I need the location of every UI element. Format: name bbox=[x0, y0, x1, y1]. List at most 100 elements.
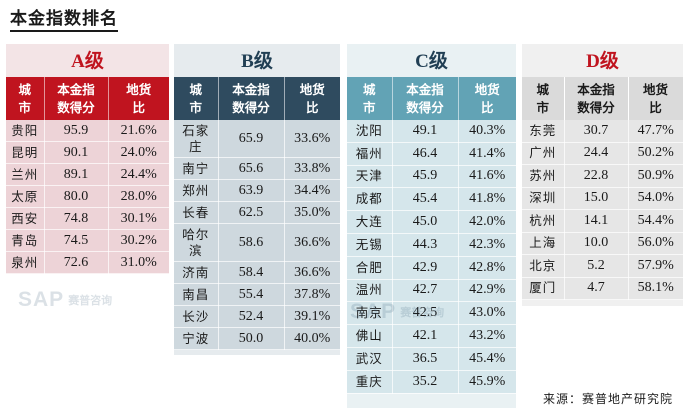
city-cell: 太原 bbox=[6, 185, 45, 208]
city-cell: 沈阳 bbox=[347, 120, 393, 143]
score-cell: 46.4 bbox=[392, 142, 459, 166]
ratio-cell: 41.8% bbox=[458, 187, 516, 212]
header-score-label: 本金指 数得分 bbox=[232, 81, 270, 115]
table-row: 长沙 52.4 39.1% bbox=[174, 305, 340, 328]
city-cell: 兰州 bbox=[6, 163, 45, 186]
ratio-cell: 43.0% bbox=[458, 301, 516, 326]
city-cell: 北京 bbox=[522, 254, 565, 278]
tier-a-table: 城市 本金指 数得分 地货比 贵阳 95.9 21.6% 昆明 90.1 24.0% 兰州 89… bbox=[6, 77, 169, 274]
ratio-cell: 40.3% bbox=[458, 120, 516, 143]
table-row: 广州 24.4 50.2% bbox=[522, 142, 683, 165]
score-cell: 80.0 bbox=[44, 185, 109, 208]
city-cell: 青岛 bbox=[6, 229, 45, 252]
header-city: 城市 bbox=[347, 77, 393, 120]
ratio-cell: 41.4% bbox=[458, 142, 516, 166]
city-cell: 福州 bbox=[347, 142, 393, 166]
tier-c-letter: C bbox=[415, 51, 429, 72]
table-row: 武汉 36.5 45.4% bbox=[347, 347, 516, 371]
score-cell: 55.4 bbox=[218, 283, 285, 306]
tier-a-suffix: 级 bbox=[84, 50, 104, 72]
table-row: 合肥 42.9 42.8% bbox=[347, 256, 516, 280]
score-cell: 22.8 bbox=[564, 164, 629, 188]
city-cell: 广州 bbox=[522, 142, 565, 165]
table-row: 南京 42.5 43.0% bbox=[347, 301, 516, 326]
header-ratio-label: 地货比 bbox=[126, 81, 152, 115]
table-header-row: 城市 本金指 数得分 地货比 bbox=[174, 77, 340, 120]
header-score: 本金指 数得分 bbox=[44, 77, 109, 120]
table-row: 南宁 65.6 33.8% bbox=[174, 157, 340, 180]
ratio-cell: 47.7% bbox=[628, 120, 683, 143]
table-row: 长春 62.5 35.0% bbox=[174, 201, 340, 224]
city-cell: 天津 bbox=[347, 165, 393, 189]
score-cell: 58.4 bbox=[218, 261, 285, 284]
table-row: 西安 74.8 30.1% bbox=[6, 207, 169, 230]
ratio-cell: 33.6% bbox=[284, 120, 340, 158]
score-cell: 42.9 bbox=[392, 256, 459, 280]
city-cell: 贵阳 bbox=[6, 120, 45, 142]
score-cell: 74.5 bbox=[44, 229, 109, 252]
score-cell: 44.3 bbox=[392, 233, 459, 257]
score-cell: 65.9 bbox=[218, 120, 285, 158]
header-city: 城市 bbox=[6, 77, 45, 120]
watermark-logo: SAP bbox=[18, 288, 65, 311]
city-cell: 苏州 bbox=[522, 164, 565, 188]
city-cell: 厦门 bbox=[522, 277, 565, 300]
ratio-cell: 30.2% bbox=[108, 229, 169, 252]
score-cell: 50.0 bbox=[218, 327, 285, 350]
score-cell: 62.5 bbox=[218, 201, 285, 224]
header-city: 城市 bbox=[522, 77, 565, 120]
table-row: 兰州 89.1 24.4% bbox=[6, 163, 169, 186]
tier-a-panel: A级 城市 本金指 数得分 地货比 贵阳 95.9 21.6% 昆明 90.1 24.0% 兰… bbox=[6, 44, 169, 274]
score-cell: 90.1 bbox=[44, 141, 109, 164]
city-cell: 温州 bbox=[347, 279, 393, 303]
city-cell: 合肥 bbox=[347, 256, 393, 280]
table-row: 济南 58.4 36.6% bbox=[174, 261, 340, 284]
tier-b-table: 城市 本金指 数得分 地货比 石家庄 65.9 33.6% 南宁 65.6 33.8% 郑州 6… bbox=[174, 77, 340, 350]
ratio-cell: 45.9% bbox=[458, 370, 516, 394]
table-row: 昆明 90.1 24.0% bbox=[6, 141, 169, 164]
city-cell: 济南 bbox=[174, 261, 219, 284]
city-cell: 石家庄 bbox=[174, 120, 219, 158]
score-cell: 74.8 bbox=[44, 207, 109, 230]
city-cell: 南京 bbox=[347, 301, 393, 326]
ratio-cell: 54.4% bbox=[628, 209, 683, 233]
city-cell: 郑州 bbox=[174, 179, 219, 202]
ratio-cell: 33.8% bbox=[284, 157, 340, 180]
city-cell: 武汉 bbox=[347, 347, 393, 371]
ratio-cell: 40.0% bbox=[284, 327, 340, 350]
city-cell: 宁波 bbox=[174, 327, 219, 350]
tier-d-title: D级 bbox=[522, 46, 683, 73]
tier-c-table: 城市 本金指 数得分 地货比 沈阳 49.1 40.3% 福州 46.4 41.4% 天津 45… bbox=[347, 77, 516, 394]
tier-b-letter: B bbox=[241, 51, 254, 72]
table-row: 石家庄 65.9 33.6% bbox=[174, 120, 340, 158]
ratio-cell: 50.2% bbox=[628, 142, 683, 165]
city-cell: 哈尔滨 bbox=[174, 223, 219, 262]
header-city: 城市 bbox=[174, 77, 219, 120]
score-cell: 49.1 bbox=[392, 120, 459, 143]
tier-d-panel: D级 城市 本金指 数得分 地货比 东莞 30.7 47.7% 广州 24.4 50.2% 苏… bbox=[522, 44, 684, 306]
ratio-cell: 58.1% bbox=[628, 277, 683, 300]
city-cell: 深圳 bbox=[522, 187, 565, 210]
table-row: 贵阳 95.9 21.6% bbox=[6, 120, 169, 142]
ratio-cell: 42.3% bbox=[458, 233, 516, 257]
score-cell: 45.4 bbox=[392, 187, 459, 212]
header-ratio-label: 地货比 bbox=[642, 81, 668, 115]
table-row: 大连 45.0 42.0% bbox=[347, 210, 516, 234]
ratio-cell: 45.4% bbox=[458, 347, 516, 371]
score-cell: 36.5 bbox=[392, 347, 459, 371]
table-header-row: 城市 本金指 数得分 地货比 bbox=[347, 77, 516, 120]
score-cell: 45.0 bbox=[392, 210, 459, 234]
ratio-cell: 24.0% bbox=[108, 141, 169, 164]
tier-c-panel: C级 城市 本金指 数得分 地货比 沈阳 49.1 40.3% 福州 46.4 41.4% 天… bbox=[347, 44, 516, 408]
ratio-cell: 57.9% bbox=[628, 254, 683, 278]
ratio-cell: 21.6% bbox=[108, 120, 169, 142]
city-cell: 南昌 bbox=[174, 283, 219, 306]
table-row: 天津 45.9 41.6% bbox=[347, 165, 516, 189]
city-cell: 东莞 bbox=[522, 120, 565, 143]
score-cell: 5.2 bbox=[564, 254, 629, 278]
table-row: 成都 45.4 41.8% bbox=[347, 187, 516, 212]
header-city-label: 城市 bbox=[18, 81, 31, 115]
header-ratio: 地货比 bbox=[458, 77, 516, 120]
source-note: 来源：赛普地产研究院 bbox=[542, 392, 673, 406]
tier-b-suffix: 级 bbox=[253, 50, 273, 72]
